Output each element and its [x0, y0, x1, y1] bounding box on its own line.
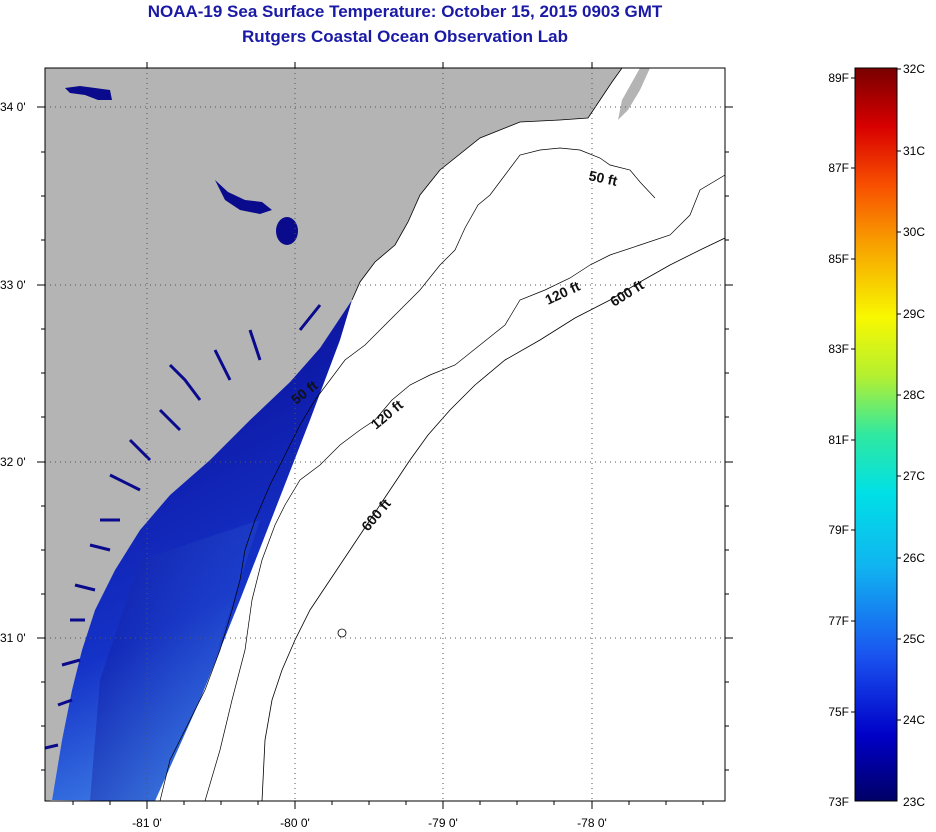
estuaries	[45, 304, 322, 750]
cb-f-79: 79F	[828, 523, 849, 537]
lon-label-78: -78 0'	[577, 816, 607, 830]
inland-lake-2	[215, 180, 272, 214]
map-title: NOAA-19 Sea Surface Temperature: October…	[147, 2, 663, 21]
cb-f-83: 83F	[828, 342, 849, 356]
lon-label-79: -79 0'	[428, 816, 458, 830]
lat-label-31: 31 0'	[0, 631, 26, 645]
cb-f-77: 77F	[828, 614, 849, 628]
ticks	[37, 62, 733, 809]
graticule	[45, 68, 725, 801]
contour-label-50ft-north: 50 ft	[587, 167, 619, 189]
lat-label-34: 34 0'	[0, 100, 26, 114]
cb-c-29: 29C	[903, 307, 925, 321]
cb-c-32: 32C	[903, 62, 925, 76]
cb-f-89: 89F	[828, 71, 849, 85]
contour-600ft	[261, 237, 725, 801]
cb-c-23: 23C	[903, 795, 925, 809]
cb-c-24: 24C	[903, 713, 925, 727]
cb-c-26: 26C	[903, 551, 925, 565]
cb-c-25: 25C	[903, 632, 925, 646]
lat-label-32: 32 0'	[0, 455, 26, 469]
cb-f-81: 81F	[828, 433, 849, 447]
inland-lake	[65, 86, 112, 100]
cb-c-31: 31C	[903, 144, 925, 158]
contour-120ft	[204, 174, 725, 801]
map-area: 50 ft 120 ft 600 ft 50 ft 120 ft 600 ft	[45, 68, 725, 801]
cb-f-85: 85F	[828, 252, 849, 266]
cb-c-28: 28C	[903, 388, 925, 402]
colorbar	[854, 67, 898, 802]
lon-label-80: -80 0'	[280, 816, 310, 830]
map-subtitle: Rutgers Coastal Ocean Observation Lab	[242, 27, 568, 46]
coastline	[351, 68, 623, 301]
map-frame	[44, 67, 726, 802]
colorbar-ticks	[851, 68, 901, 721]
sst-warm-patch	[90, 520, 260, 801]
lat-label-33: 33 0'	[0, 278, 26, 292]
cb-f-75: 75F	[828, 705, 849, 719]
land	[45, 68, 622, 801]
cb-c-27: 27C	[903, 469, 925, 483]
contour-50ft	[159, 147, 656, 801]
cb-c-30: 30C	[903, 225, 925, 239]
seamount-contour	[337, 628, 347, 638]
cb-f-87: 87F	[828, 161, 849, 175]
lon-label-81: -81 0'	[132, 816, 162, 830]
cb-f-73: 73F	[828, 795, 849, 809]
lake-marion	[276, 217, 298, 245]
